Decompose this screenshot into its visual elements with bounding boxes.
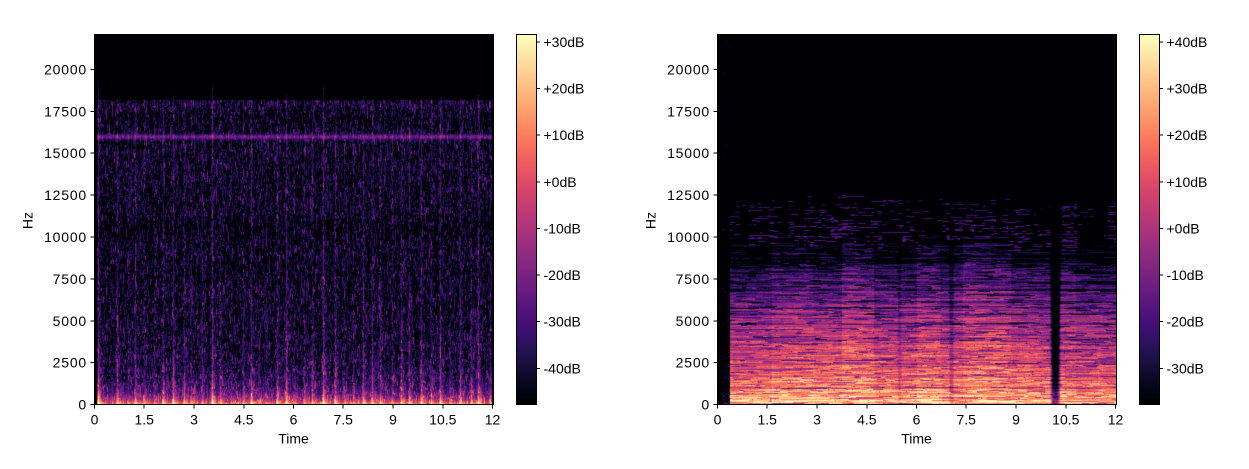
svg-text:17500: 17500 xyxy=(667,103,710,119)
svg-text:Hz: Hz xyxy=(643,212,659,229)
svg-text:+10dB: +10dB xyxy=(544,127,585,143)
svg-text:2500: 2500 xyxy=(676,355,710,371)
svg-text:Time: Time xyxy=(901,431,932,447)
svg-text:Hz: Hz xyxy=(20,212,36,229)
svg-text:17500: 17500 xyxy=(44,103,87,119)
svg-text:10000: 10000 xyxy=(667,229,710,245)
svg-text:9: 9 xyxy=(389,412,397,428)
svg-text:20000: 20000 xyxy=(44,62,87,78)
svg-text:3: 3 xyxy=(813,412,821,428)
svg-text:9: 9 xyxy=(1012,412,1020,428)
svg-text:7.5: 7.5 xyxy=(956,412,976,428)
svg-text:-40dB: -40dB xyxy=(544,360,581,376)
svg-text:-10dB: -10dB xyxy=(1167,267,1204,283)
svg-text:+10dB: +10dB xyxy=(1167,174,1208,190)
svg-text:0: 0 xyxy=(78,397,87,413)
svg-text:2500: 2500 xyxy=(53,355,87,371)
svg-text:5000: 5000 xyxy=(676,313,710,329)
svg-text:0: 0 xyxy=(714,412,722,428)
svg-text:3: 3 xyxy=(190,412,198,428)
svg-text:1.5: 1.5 xyxy=(757,412,777,428)
svg-text:4.5: 4.5 xyxy=(234,412,254,428)
svg-text:12500: 12500 xyxy=(44,187,87,203)
svg-text:+40dB: +40dB xyxy=(1167,34,1208,50)
svg-text:+0dB: +0dB xyxy=(544,174,577,190)
svg-text:6: 6 xyxy=(913,412,921,428)
svg-text:12: 12 xyxy=(485,412,501,428)
svg-text:10000: 10000 xyxy=(44,229,87,245)
svg-text:+0dB: +0dB xyxy=(1167,221,1200,237)
svg-text:0: 0 xyxy=(701,397,710,413)
svg-text:6: 6 xyxy=(290,412,298,428)
svg-text:-20dB: -20dB xyxy=(544,267,581,283)
svg-text:12: 12 xyxy=(1108,412,1124,428)
svg-text:10.5: 10.5 xyxy=(1052,412,1079,428)
svg-text:7500: 7500 xyxy=(53,271,87,287)
svg-text:-10dB: -10dB xyxy=(544,221,581,237)
svg-text:-20dB: -20dB xyxy=(1167,314,1204,330)
svg-text:+20dB: +20dB xyxy=(1167,127,1208,143)
svg-text:-30dB: -30dB xyxy=(544,314,581,330)
svg-text:20000: 20000 xyxy=(667,62,710,78)
svg-text:12500: 12500 xyxy=(667,187,710,203)
svg-text:-30dB: -30dB xyxy=(1167,360,1204,376)
svg-text:+30dB: +30dB xyxy=(1167,81,1208,97)
svg-text:7500: 7500 xyxy=(676,271,710,287)
svg-text:15000: 15000 xyxy=(667,145,710,161)
svg-text:Time: Time xyxy=(278,431,309,447)
svg-text:5000: 5000 xyxy=(53,313,87,329)
svg-text:10.5: 10.5 xyxy=(429,412,456,428)
svg-text:1.5: 1.5 xyxy=(134,412,154,428)
svg-text:7.5: 7.5 xyxy=(333,412,353,428)
svg-text:4.5: 4.5 xyxy=(857,412,877,428)
svg-text:+20dB: +20dB xyxy=(544,81,585,97)
svg-text:15000: 15000 xyxy=(44,145,87,161)
svg-text:0: 0 xyxy=(91,412,99,428)
svg-text:+30dB: +30dB xyxy=(544,34,585,50)
